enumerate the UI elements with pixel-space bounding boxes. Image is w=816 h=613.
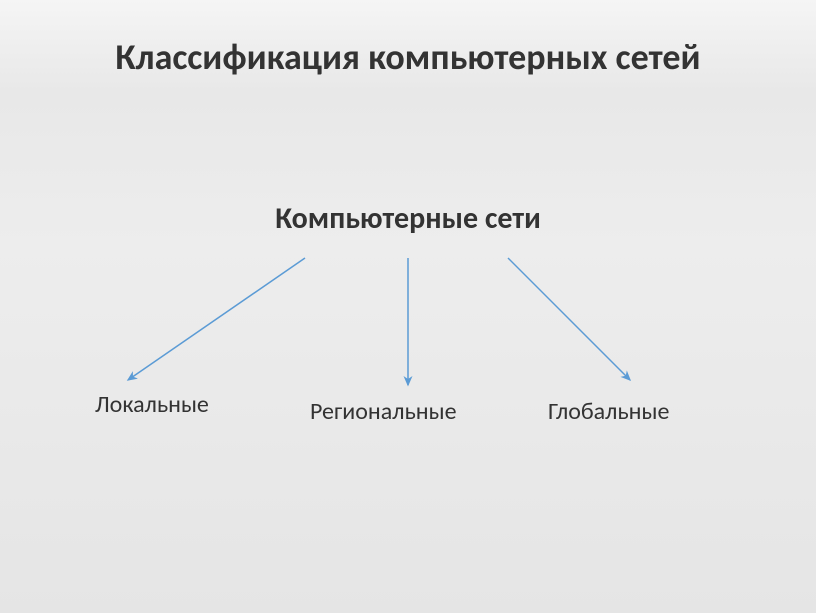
diagram-root-node: Компьютерные сети	[0, 200, 816, 237]
diagram-leaf-node: Региональные	[310, 397, 457, 426]
arrow-line	[128, 258, 305, 380]
slide-title: Классификация компьютерных сетей	[0, 35, 816, 79]
arrow-line	[508, 258, 630, 380]
diagram-leaf-node: Глобальные	[548, 397, 669, 426]
diagram-leaf-node: Локальные	[95, 390, 209, 419]
diagram-arrows	[0, 0, 816, 613]
